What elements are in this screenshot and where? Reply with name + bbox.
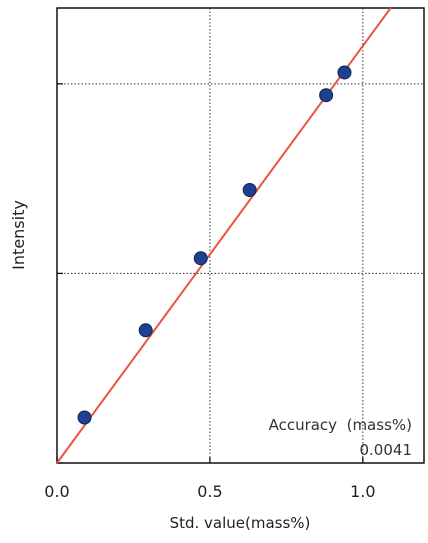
x-axis-label: Std. value(mass%): [170, 514, 311, 532]
data-point: [77, 410, 92, 425]
plot-area-frame: [56, 7, 425, 464]
data-point: [138, 323, 153, 338]
x-tick-label: 0.5: [197, 482, 222, 501]
data-point: [319, 88, 334, 103]
y-axis-label: Intensity: [9, 200, 28, 270]
x-tick-label: 1.0: [350, 482, 375, 501]
data-point: [242, 183, 257, 197]
accuracy-label: Accuracy (mass%): [269, 416, 412, 434]
x-tick-label: 0.0: [44, 482, 69, 501]
data-points: [77, 65, 352, 425]
accuracy-value: 0.0041: [360, 441, 413, 459]
calibration-fit-line: [56, 7, 392, 464]
data-point: [337, 65, 352, 80]
grid-lines: [57, 8, 424, 463]
data-point: [193, 251, 208, 266]
x-tick-labels: 0.0 0.5 1.0: [44, 482, 375, 501]
